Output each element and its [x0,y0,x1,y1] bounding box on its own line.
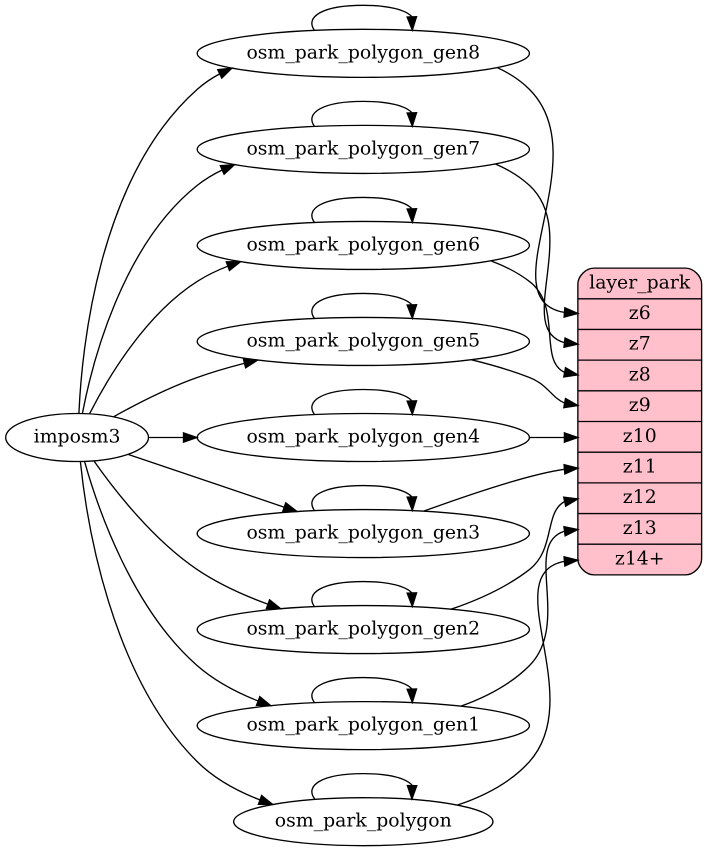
svg-text:layer_park: layer_park [589,272,691,293]
svg-text:osm_park_polygon_gen4: osm_park_polygon_gen4 [246,427,480,448]
svg-text:imposm3: imposm3 [34,427,121,448]
svg-text:osm_park_polygon_gen2: osm_park_polygon_gen2 [246,619,480,640]
svg-text:z14+: z14+ [615,549,665,570]
svg-text:z9: z9 [629,395,651,416]
svg-text:osm_park_polygon_gen8: osm_park_polygon_gen8 [246,42,480,63]
svg-text:osm_park_polygon_gen7: osm_park_polygon_gen7 [246,138,480,159]
svg-text:z10: z10 [623,426,657,447]
svg-text:z11: z11 [623,457,657,478]
svg-text:osm_park_polygon_gen1: osm_park_polygon_gen1 [246,715,480,736]
svg-text:osm_park_polygon_gen3: osm_park_polygon_gen3 [246,523,480,544]
svg-text:osm_park_polygon_gen6: osm_park_polygon_gen6 [246,234,480,255]
svg-text:z8: z8 [629,364,651,385]
svg-text:osm_park_polygon: osm_park_polygon [275,811,452,832]
svg-text:osm_park_polygon_gen5: osm_park_polygon_gen5 [246,330,480,351]
svg-text:z13: z13 [623,518,657,539]
svg-text:z6: z6 [629,303,651,324]
svg-text:z7: z7 [629,334,651,355]
svg-text:z12: z12 [623,487,657,508]
